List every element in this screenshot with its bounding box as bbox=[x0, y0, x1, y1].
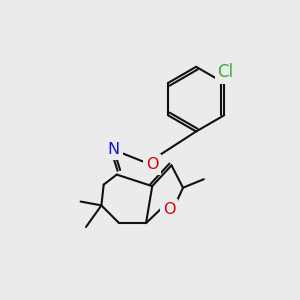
Text: O: O bbox=[146, 157, 158, 172]
Text: Cl: Cl bbox=[218, 63, 234, 81]
Text: O: O bbox=[163, 202, 175, 217]
Text: N: N bbox=[108, 142, 120, 158]
